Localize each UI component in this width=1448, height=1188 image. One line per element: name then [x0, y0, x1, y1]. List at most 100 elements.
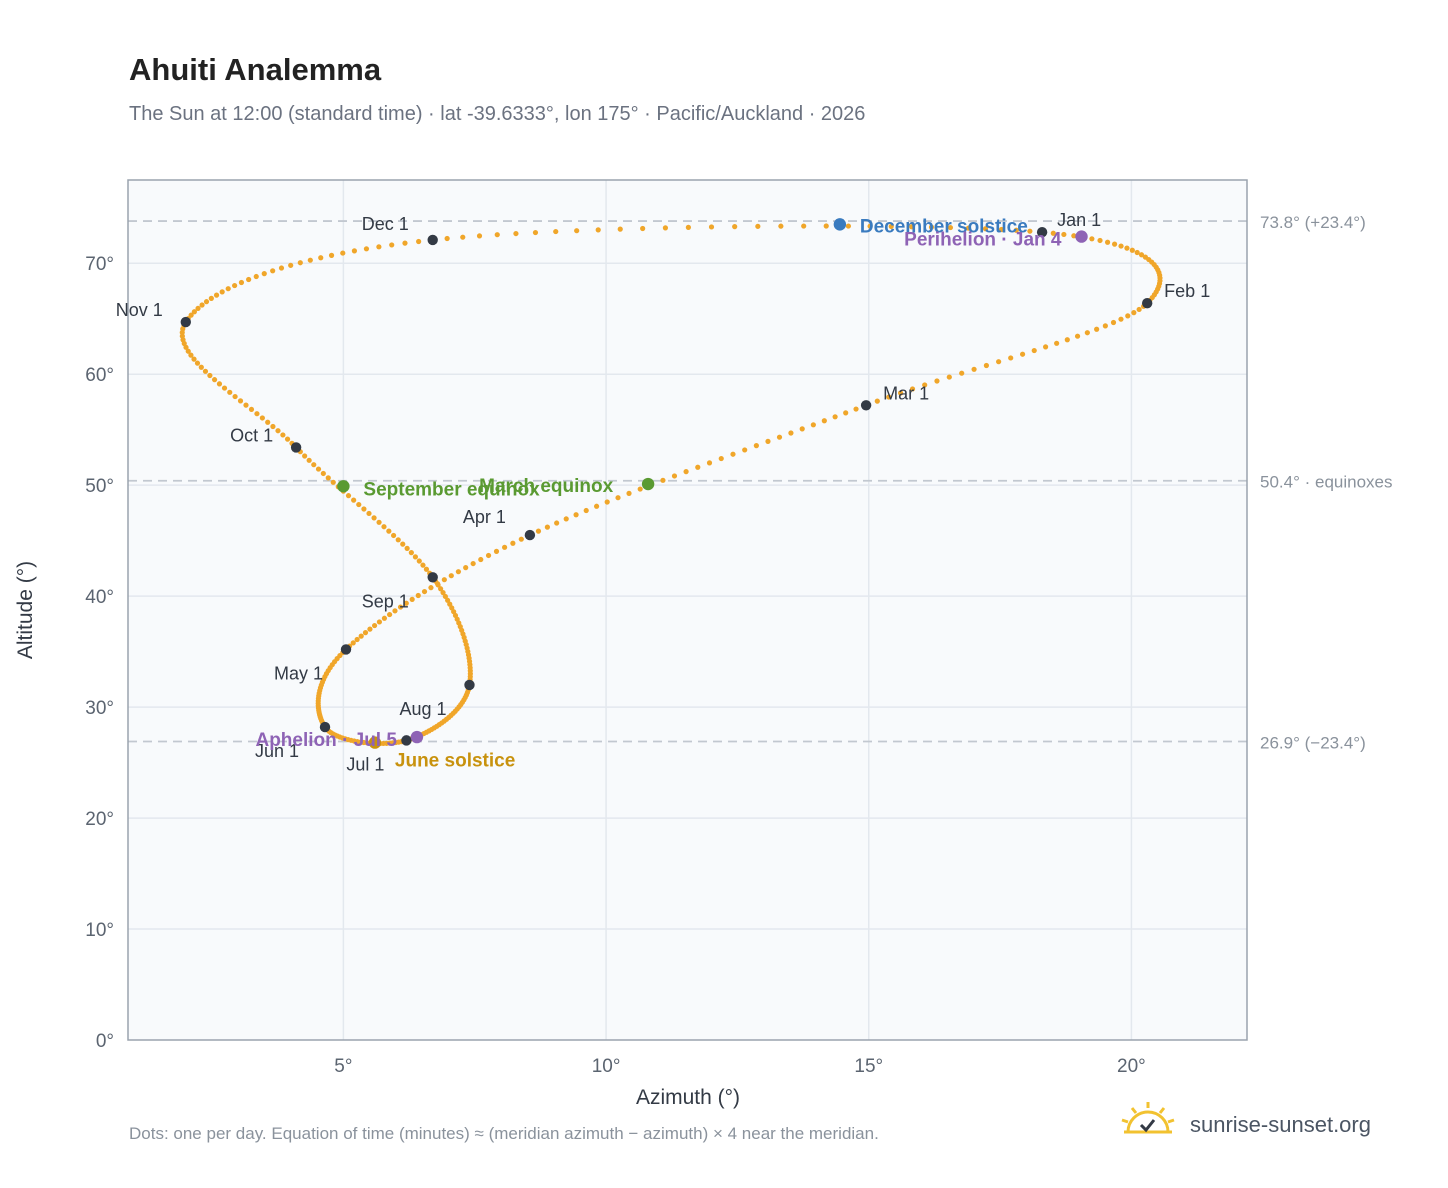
day-dot [874, 398, 880, 404]
month-label: Jun 1 [255, 741, 299, 761]
day-dot [208, 295, 214, 301]
day-dot [438, 586, 444, 592]
day-dot [493, 548, 500, 554]
day-dot [573, 512, 579, 518]
day-dot [708, 224, 715, 230]
day-dot [799, 426, 805, 432]
day-dot [947, 224, 954, 231]
day-dot [203, 299, 210, 305]
day-dot [845, 223, 851, 229]
reference-lines: 73.8° (+23.4°) 50.4° · equinoxes 26.9° (−2… [128, 213, 1393, 752]
month-marker [860, 400, 872, 411]
brand[interactable]: sunrise-sunset.org [1120, 1100, 1420, 1150]
day-dot [447, 601, 453, 607]
day-dot [195, 305, 201, 311]
y-tick-label: 20° [85, 809, 114, 830]
day-dot [535, 528, 542, 534]
day-dot [261, 271, 267, 277]
day-dot [1042, 344, 1049, 350]
day-dot [886, 394, 892, 400]
y-tick-label: 60° [85, 365, 114, 386]
day-dot [753, 443, 759, 449]
day-dot [320, 470, 326, 477]
month-label: Nov 1 [116, 300, 163, 320]
day-dot [421, 588, 428, 595]
day-dot [363, 246, 370, 252]
day-dot [593, 503, 600, 509]
day-dot [376, 244, 382, 250]
month-marker [180, 316, 191, 328]
day-dot [227, 389, 233, 395]
day-dot [318, 255, 324, 261]
y-tick-label: 40° [85, 587, 114, 608]
day-dot [395, 537, 401, 543]
footnote: Dots: one per day. Equation of time (min… [129, 1124, 879, 1143]
day-dot [1054, 340, 1060, 346]
day-dot [362, 630, 369, 636]
month-label: Dec 1 [362, 214, 409, 234]
reference-line-label: 73.8° (+23.4°) [1260, 213, 1366, 232]
day-dot [965, 225, 972, 231]
day-dot [604, 499, 610, 505]
event-marker [337, 480, 350, 493]
day-dot [270, 423, 276, 430]
day-dot [765, 438, 771, 444]
day-dot [1136, 306, 1142, 313]
day-dot [1089, 236, 1095, 242]
day-dot [460, 234, 466, 240]
day-dot [221, 385, 228, 391]
day-dot [416, 558, 422, 564]
day-dot [213, 292, 220, 298]
day-dot [302, 453, 308, 459]
day-dot [485, 552, 492, 559]
y-tick-label: 30° [85, 698, 114, 719]
day-dot [328, 252, 335, 258]
day-dot [350, 640, 356, 646]
day-dot [843, 410, 849, 416]
month-label: Mar 1 [883, 383, 929, 403]
day-dot [518, 536, 524, 542]
grid-lines [128, 180, 1247, 1040]
event-markers: March equinox June solstice September equi… [255, 216, 1088, 772]
day-dot [478, 556, 484, 563]
day-dot [1050, 230, 1056, 236]
day-dot [718, 455, 724, 462]
day-dot [1013, 227, 1019, 233]
day-dot [1019, 351, 1026, 357]
day-dot [402, 240, 408, 246]
day-dot [982, 226, 989, 232]
day-dot [662, 225, 669, 231]
day-dot [470, 560, 476, 567]
month-marker [290, 442, 302, 453]
day-dot [996, 359, 1002, 365]
day-dot [416, 238, 422, 245]
day-dot [853, 406, 859, 412]
day-dot [637, 486, 643, 492]
day-dot [387, 611, 393, 618]
day-dot [325, 475, 331, 481]
day-dot [288, 262, 294, 268]
day-dot [1094, 326, 1100, 332]
month-marker [427, 572, 438, 583]
day-dot [671, 473, 678, 479]
plot-background [128, 180, 1247, 1040]
day-dot [494, 232, 500, 238]
y-tick-label: 0° [96, 1031, 114, 1052]
day-dot [755, 223, 761, 229]
event-label: June solstice [395, 751, 515, 772]
day-dot [513, 230, 519, 237]
day-dot [237, 398, 244, 404]
day-dot [409, 596, 415, 602]
day-dot [640, 225, 646, 232]
day-dot [435, 582, 441, 588]
day-dot [1138, 252, 1145, 258]
x-axis-ticks: 5° 10° 15° 20° [334, 1056, 1145, 1077]
day-dot [788, 430, 794, 436]
day-dot [354, 636, 360, 643]
day-dot [265, 419, 271, 425]
day-dot [823, 223, 829, 229]
chart-subtitle: The Sun at 12:00 (standard time) · lat -… [129, 103, 866, 125]
day-dot [403, 600, 409, 606]
month-label: Oct 1 [230, 425, 273, 445]
